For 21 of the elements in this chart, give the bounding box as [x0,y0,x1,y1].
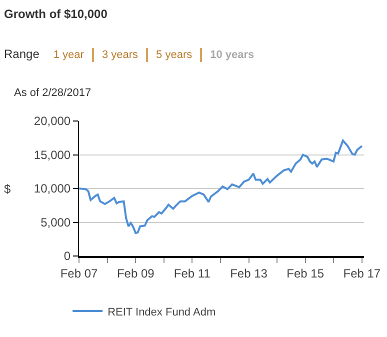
chart-title: Growth of $10,000 [4,7,108,21]
x-tick-label: Feb 15 [286,266,324,280]
x-tick-label: Feb 09 [116,266,155,280]
text: 3 years [102,49,138,61]
text: Range [4,47,40,61]
y-tick-label: 0 [64,249,71,264]
y-tick-label: 20,000 [34,114,71,128]
legend-label: REIT Index Fund Adm [108,306,216,318]
x-tick-label: Feb 11 [174,266,211,280]
chart-subtitle: As of 2/28/2017 [14,87,92,99]
x-tick-label: Feb 07 [60,266,98,280]
x-tick-label: Feb 13 [230,266,268,280]
y-axis-title: $ [4,182,11,196]
text: 10 years [210,49,254,61]
x-tick-label: Feb 17 [343,266,381,280]
line-series [79,140,363,234]
y-tick-label: 5,000 [40,215,71,230]
y-tick-label: 15,000 [34,148,71,162]
text: 1 year [53,49,84,61]
text: 5 years [156,49,192,61]
y-tick-label: 10,000 [34,182,71,196]
